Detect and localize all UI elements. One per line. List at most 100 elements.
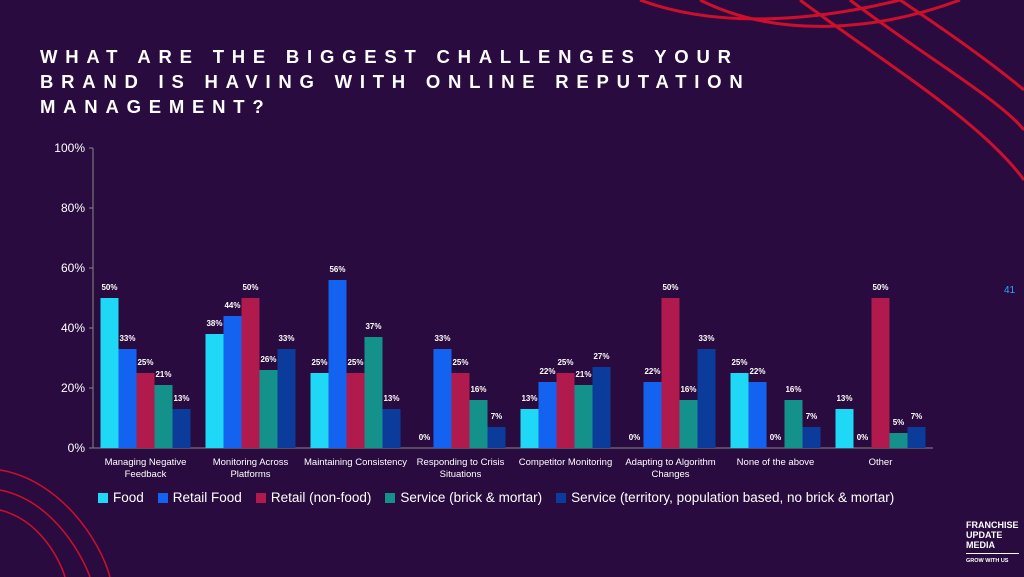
bar bbox=[118, 349, 137, 448]
data-label: 33% bbox=[119, 334, 135, 343]
bar bbox=[538, 382, 557, 448]
bar bbox=[748, 382, 767, 448]
bar bbox=[205, 334, 224, 448]
data-label: 50% bbox=[242, 283, 258, 292]
data-label: 33% bbox=[698, 334, 714, 343]
data-label: 16% bbox=[785, 385, 801, 394]
bar bbox=[328, 280, 347, 448]
bar bbox=[433, 349, 452, 448]
page-number: 41 bbox=[1004, 285, 1016, 296]
bar bbox=[277, 349, 296, 448]
bar bbox=[382, 409, 401, 448]
legend-label: Retail Food bbox=[172, 490, 242, 505]
chart-title: WHAT ARE THE BIGGEST CHALLENGES YOUR BRA… bbox=[40, 46, 751, 117]
data-label: 25% bbox=[137, 358, 153, 367]
data-label: 25% bbox=[452, 358, 468, 367]
logo-tagline: GROW WITH US bbox=[966, 553, 1019, 566]
legend-label: Retail (non-food) bbox=[270, 490, 372, 505]
y-tick-label: 20% bbox=[61, 381, 85, 395]
bar bbox=[643, 382, 662, 448]
deco-curve bbox=[899, 0, 1024, 92]
data-label: 21% bbox=[155, 370, 171, 379]
x-tick-label: Other bbox=[868, 457, 893, 468]
data-label: 13% bbox=[383, 394, 399, 403]
bar bbox=[697, 349, 716, 448]
data-label: 5% bbox=[893, 418, 905, 427]
data-label: 7% bbox=[491, 412, 503, 421]
logo-line: FRANCHISE bbox=[966, 520, 1019, 530]
data-label: 38% bbox=[206, 319, 222, 328]
data-label: 22% bbox=[644, 367, 660, 376]
bar bbox=[835, 409, 854, 448]
y-tick-label: 0% bbox=[68, 441, 86, 455]
y-tick-label: 40% bbox=[61, 321, 85, 335]
y-tick-label: 60% bbox=[61, 261, 85, 275]
data-label: 37% bbox=[365, 322, 381, 331]
legend-swatch bbox=[157, 492, 168, 503]
legend-item: Food bbox=[98, 490, 144, 505]
bar bbox=[730, 373, 749, 448]
bar bbox=[469, 400, 488, 448]
data-label: 16% bbox=[470, 385, 486, 394]
bar bbox=[100, 298, 119, 448]
data-label: 16% bbox=[680, 385, 696, 394]
deco-curve bbox=[0, 509, 66, 577]
bar bbox=[907, 427, 926, 448]
legend-item: Retail Food bbox=[157, 490, 242, 505]
data-label: 25% bbox=[311, 358, 327, 367]
bar bbox=[574, 385, 593, 448]
bar bbox=[310, 373, 329, 448]
data-label: 26% bbox=[260, 355, 276, 364]
x-tick-label: Managing Negative Feedback bbox=[104, 457, 187, 480]
data-label: 56% bbox=[329, 265, 345, 274]
data-label: 0% bbox=[857, 433, 869, 442]
bar bbox=[451, 373, 470, 448]
y-tick-label: 80% bbox=[61, 201, 85, 215]
x-tick-label: Maintaining Consistency bbox=[304, 457, 407, 468]
data-label: 25% bbox=[347, 358, 363, 367]
legend: Food Retail Food Retail (non-food) Service … bbox=[98, 490, 894, 505]
bar bbox=[556, 373, 575, 448]
deco-curve bbox=[699, 0, 961, 28]
data-label: 0% bbox=[629, 433, 641, 442]
legend-swatch bbox=[255, 492, 266, 503]
logo: FRANCHISE UPDATE MEDIA GROW WITH US bbox=[966, 520, 1019, 566]
bar bbox=[241, 298, 260, 448]
x-tick-label: Responding to Crisis Situations bbox=[416, 457, 505, 480]
data-label: 13% bbox=[836, 394, 852, 403]
data-label: 25% bbox=[731, 358, 747, 367]
data-label: 50% bbox=[872, 283, 888, 292]
data-label: 0% bbox=[419, 433, 431, 442]
bar bbox=[259, 370, 278, 448]
bar bbox=[487, 427, 506, 448]
data-label: 13% bbox=[521, 394, 537, 403]
x-tick-label: None of the above bbox=[736, 457, 815, 468]
legend-label: Food bbox=[113, 490, 144, 505]
legend-swatch bbox=[556, 492, 567, 503]
x-tick-label: Monitoring Across Platforms bbox=[212, 457, 289, 480]
deco-curve bbox=[0, 489, 91, 577]
data-label: 7% bbox=[806, 412, 818, 421]
data-label: 33% bbox=[278, 334, 294, 343]
data-label: 21% bbox=[575, 370, 591, 379]
data-label: 13% bbox=[173, 394, 189, 403]
data-label: 0% bbox=[770, 433, 782, 442]
bar bbox=[871, 298, 890, 448]
data-label: 27% bbox=[593, 352, 609, 361]
bar bbox=[661, 298, 680, 448]
legend-swatch bbox=[385, 492, 396, 503]
data-label: 33% bbox=[434, 334, 450, 343]
bar bbox=[364, 337, 383, 448]
data-label: 22% bbox=[749, 367, 765, 376]
bar bbox=[889, 433, 908, 448]
legend-item: Service (territory, population based, no… bbox=[556, 490, 894, 505]
bar bbox=[136, 373, 155, 448]
bar bbox=[679, 400, 698, 448]
legend-label: Service (territory, population based, no… bbox=[571, 490, 895, 505]
data-label: 50% bbox=[101, 283, 117, 292]
x-tick-label: Adapting to Algorithm Changes bbox=[625, 457, 716, 480]
bar bbox=[346, 373, 365, 448]
logo-line: MEDIA bbox=[966, 540, 995, 550]
legend-item: Service (brick & mortar) bbox=[385, 490, 542, 505]
